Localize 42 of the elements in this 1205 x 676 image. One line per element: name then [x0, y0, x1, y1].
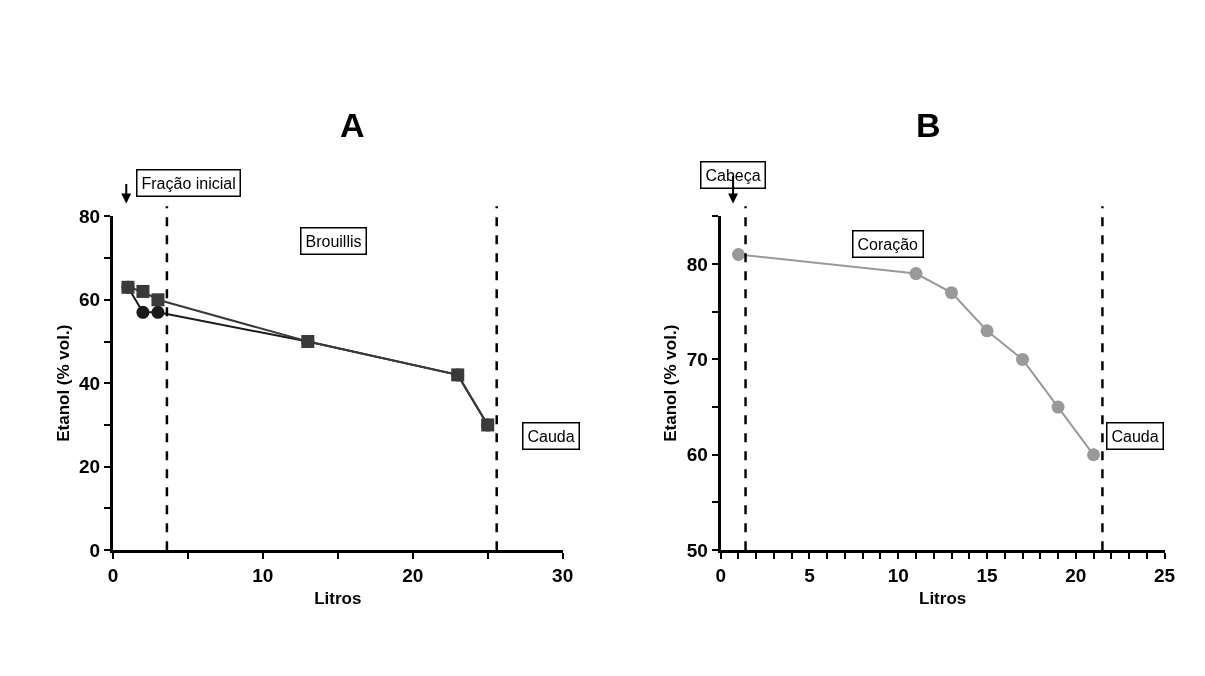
x-axis-title: Litros — [314, 589, 362, 609]
x-tick-label: 0 — [715, 564, 726, 586]
y-tick-label: 80 — [79, 206, 101, 227]
x-tick-label: 20 — [402, 564, 424, 586]
text: Cabeça — [705, 166, 761, 184]
annotation: Cauda — [1111, 427, 1159, 445]
x-tick-label: 15 — [976, 564, 999, 586]
x-tick-label: 25 — [1154, 564, 1176, 586]
point — [1087, 448, 1101, 462]
y-tick-label: 0 — [89, 539, 101, 561]
point — [151, 293, 165, 307]
x-tick-label: 0 — [107, 564, 119, 586]
y-axis-title: Etanol (% vol.) — [661, 324, 681, 442]
annotation: Coração — [857, 235, 919, 253]
point — [1051, 400, 1065, 414]
y-tick-label: 60 — [686, 444, 708, 466]
x-tick-label: 10 — [887, 564, 909, 586]
point — [1016, 352, 1030, 366]
text: Fração inicial — [141, 174, 236, 192]
point — [136, 305, 150, 319]
annotation: Cauda — [527, 427, 575, 445]
y-tick-label: 80 — [686, 253, 708, 275]
x-tick-label: 10 — [252, 564, 274, 586]
point — [151, 305, 165, 319]
chart-title: B — [916, 106, 941, 144]
y-tick-label: 20 — [79, 456, 101, 478]
point — [909, 267, 923, 281]
x-tick-label: 5 — [804, 564, 816, 586]
x-tick-label: 20 — [1065, 564, 1087, 586]
y-axis-title: Etanol (% vol.) — [53, 324, 73, 442]
annotation: Brouillis — [305, 232, 362, 250]
y-tick-label: 60 — [79, 289, 101, 311]
point — [731, 248, 745, 261]
y-tick-label: 40 — [79, 372, 101, 394]
x-tick-label: 30 — [552, 564, 574, 586]
point — [945, 286, 959, 300]
y-tick-label: 50 — [686, 539, 708, 561]
point — [136, 284, 150, 298]
y-tick-label: 70 — [686, 349, 708, 371]
chart-title: A — [340, 106, 365, 144]
point — [980, 324, 994, 338]
x-axis-title: Litros — [919, 589, 967, 609]
